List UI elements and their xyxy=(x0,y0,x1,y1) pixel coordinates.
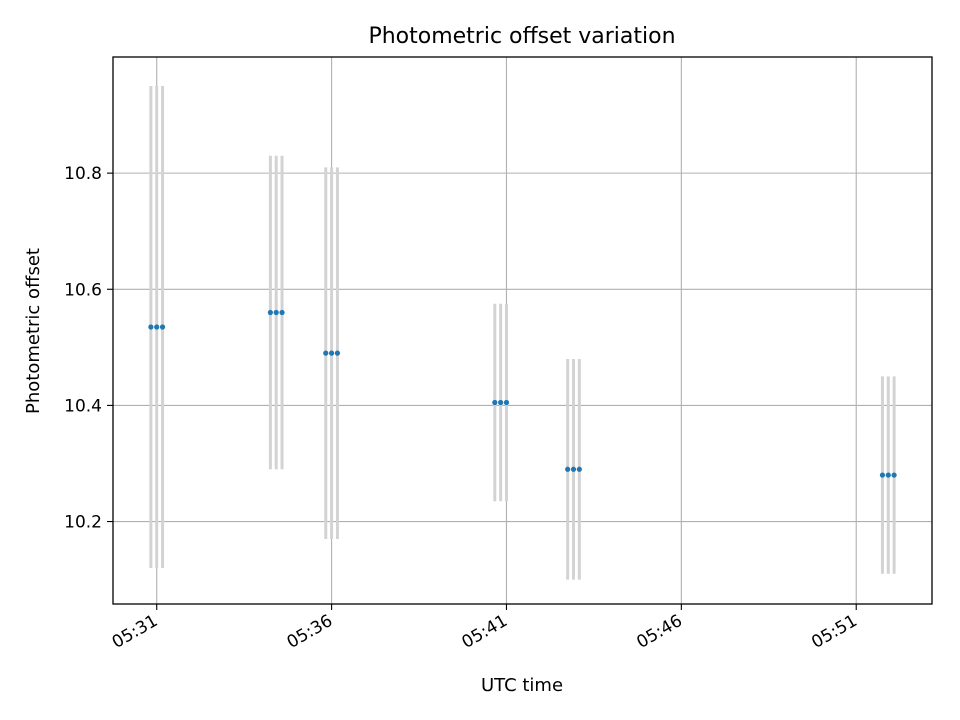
x-tick-label: 05:36 xyxy=(284,611,336,653)
x-axis-label: UTC time xyxy=(481,675,563,696)
data-point xyxy=(334,350,341,356)
data-point xyxy=(879,472,886,478)
data-point xyxy=(565,466,571,472)
data-point xyxy=(492,399,498,406)
chart-title: Photometric offset variation xyxy=(368,24,675,49)
plot-frame xyxy=(112,56,933,605)
data-point xyxy=(570,466,577,472)
data-point xyxy=(273,309,279,316)
data-point xyxy=(154,324,160,330)
y-tick-label: 10.6 xyxy=(64,280,102,300)
data-point xyxy=(891,472,897,478)
y-tick-label: 10.4 xyxy=(64,396,102,416)
y-tick-label: 10.2 xyxy=(64,513,102,533)
data-point xyxy=(148,324,154,330)
data-point xyxy=(503,399,510,406)
data-point xyxy=(159,324,166,330)
x-tick-label: 05:46 xyxy=(633,611,685,653)
data-point xyxy=(328,350,335,356)
data-point xyxy=(267,309,273,316)
data-point xyxy=(323,350,329,356)
x-tick-label: 05:41 xyxy=(459,611,511,653)
data-points xyxy=(148,309,897,478)
y-axis-label: Photometric offset xyxy=(23,248,44,414)
grid xyxy=(113,57,932,604)
data-point xyxy=(279,309,285,316)
y-tick-label: 10.8 xyxy=(64,164,102,184)
data-point xyxy=(498,399,504,406)
data-point xyxy=(576,466,582,472)
x-tick-label: 05:31 xyxy=(109,611,161,653)
data-point xyxy=(885,472,891,478)
x-tick-label: 05:51 xyxy=(808,611,860,653)
axis-ticks: 05:31 05:36 05:41 05:46 05:51 10.2 10.4 10.6 10.… xyxy=(64,164,861,653)
error-bars xyxy=(149,86,896,580)
